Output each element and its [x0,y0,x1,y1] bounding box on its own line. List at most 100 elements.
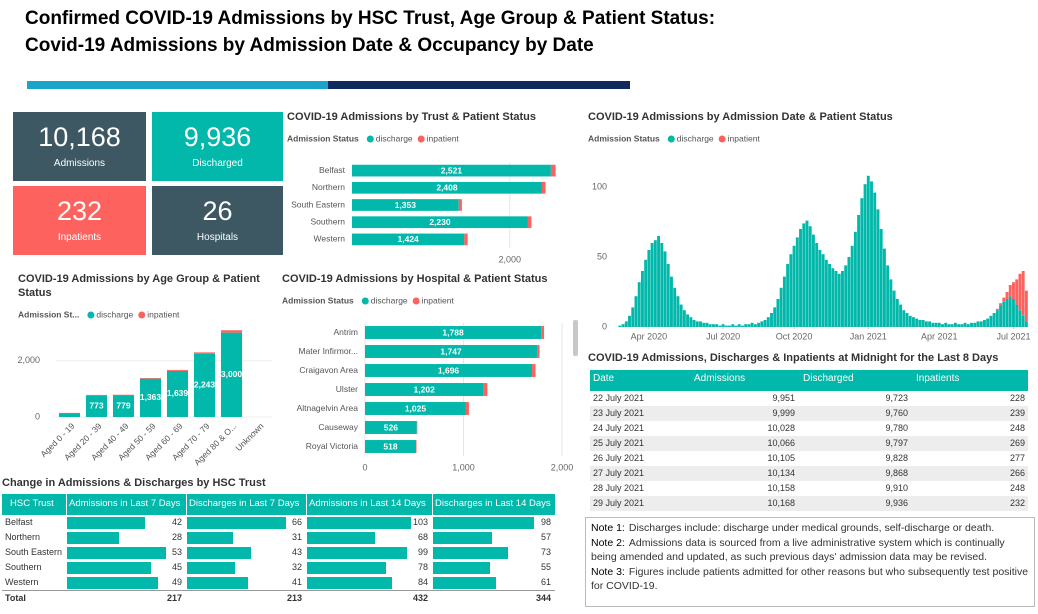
data-bar [67,547,166,559]
bar [686,314,690,327]
kpi-value: 232 [56,196,103,226]
bar [1015,304,1019,327]
bar [139,378,162,417]
data-label: 3,000 [221,369,243,379]
table-cell: 9,723 [885,393,908,403]
legend-marker [87,311,95,319]
bar [799,229,802,327]
legend-label: inpatient [147,309,180,319]
bar [699,321,702,327]
table-row [590,451,1028,466]
data-bar [187,547,252,559]
bar [1005,299,1009,327]
bar [973,322,977,327]
table-cell: 10,158 [767,483,795,493]
bar [970,322,973,327]
bar [944,322,948,327]
bar [220,330,243,333]
bar [532,364,536,377]
legend-label: discharge [677,133,714,143]
data-bar [433,517,535,529]
bar [1012,299,1015,327]
data-bar [433,562,490,574]
bar [689,317,693,327]
legend-title: Admission Status [588,133,660,143]
bar [634,296,638,327]
bar [782,276,786,327]
legend-label: discharge [376,133,413,143]
y-tick-label: Mater Infirmor... [298,346,358,356]
data-label: 2,408 [436,183,458,193]
legend-title: Admission St... [18,309,79,319]
data-label: 2,243 [194,380,216,390]
x-tick-label: 2,000 [499,254,522,264]
legend-marker [366,135,374,143]
bar [860,198,864,327]
table-cell: 22 July 2021 [593,393,645,403]
legend-label: inpatient [427,133,460,143]
table-row [590,406,1028,421]
bar [193,353,216,417]
bar [465,402,469,415]
x-tick-label: 1,000 [452,462,475,472]
page-title: Confirmed COVID-19 Admissions by HSC Tru… [25,8,716,29]
note-label: Note 1: [591,522,625,534]
bar [676,296,680,327]
table-cell: 10,105 [767,453,795,463]
kpi-label: Inpatients [57,232,102,243]
bar [663,251,667,327]
data-label: 2,521 [441,165,463,175]
bar [220,332,243,417]
bar [757,322,761,327]
table-cell: 9,999 [772,408,795,418]
table-cell: 10,168 [767,498,795,508]
note-label: Note 3: [591,565,625,578]
column-header: Inpatients [916,373,960,384]
bar [673,287,677,327]
bar [947,324,951,327]
bar [979,321,983,327]
kpi-label: Admissions [53,158,106,169]
bar [702,322,706,327]
bar [365,440,417,453]
bar [857,215,861,327]
bar [950,324,954,327]
data-bar [187,532,234,544]
note: Note 2: Admissions data is sourced from a… [591,536,1029,565]
bar [873,192,877,327]
bar [995,308,999,311]
bar [815,243,819,327]
bar [541,326,545,339]
data-bar [67,517,146,529]
bar [789,254,793,327]
bar [660,243,664,327]
data-label: 1,424 [398,234,420,244]
table-cell: 266 [1009,468,1025,478]
bar [876,209,880,327]
bar [786,264,790,327]
bar [831,268,835,327]
bar [734,325,738,327]
bar [921,320,925,327]
table-cell: 9,797 [885,438,908,448]
y-tick-label: 100 [592,181,607,191]
kpi-card: 10,168 Admissions [13,112,146,181]
bar [776,299,780,327]
bar [365,402,466,415]
data-label: 779 [116,400,130,410]
table-cell: 23 July 2021 [593,408,645,418]
table-cell: 9,868 [885,468,908,478]
bar [670,276,673,327]
table-cell: 78 [417,562,428,572]
table-cell: 28 [171,532,182,542]
table-row [590,436,1028,451]
bar [721,324,725,327]
x-tick-label: Oct 2020 [776,331,813,341]
table-cell: 10,066 [767,438,795,448]
bar [352,181,542,194]
note: Note 3: Figures include patients admitted… [591,565,1029,594]
x-tick-label: Unknown [233,421,265,453]
data-bar [187,577,249,589]
bar [692,320,696,327]
